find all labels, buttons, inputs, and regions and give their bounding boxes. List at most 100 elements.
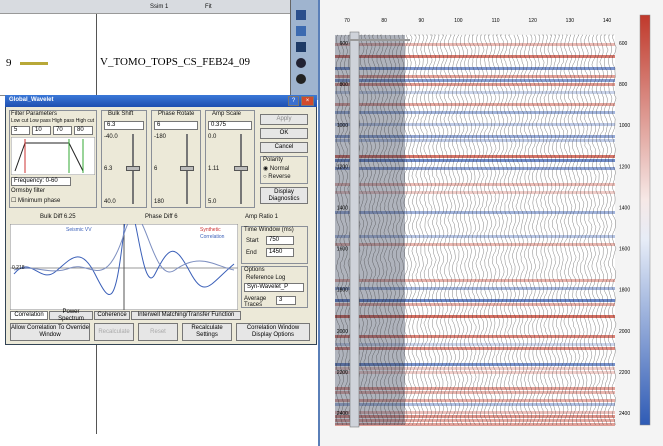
panel-title: Bulk Shift	[108, 111, 133, 117]
dialog-title: Global_Wavelet	[9, 97, 53, 103]
time-label: 2200	[619, 370, 630, 376]
trace-label: 70	[344, 18, 350, 24]
end-field[interactable]: 1450	[266, 248, 294, 257]
start-field[interactable]: 750	[266, 236, 294, 245]
tool-icon[interactable]	[296, 58, 306, 68]
slider-label: -180	[154, 134, 166, 140]
panel-title: Phase Rotate	[158, 111, 194, 117]
apply-button[interactable]: Apply	[260, 114, 308, 125]
field-label: End	[246, 250, 257, 256]
radio-reverse[interactable]: ○ Reverse	[263, 174, 291, 180]
time-label: 2400	[619, 411, 630, 417]
tool-icon[interactable]	[296, 26, 306, 36]
slider-thumb[interactable]	[234, 166, 248, 171]
slider-label: 6	[154, 166, 157, 172]
time-label: 600	[340, 41, 349, 47]
amp-value[interactable]: 0.375	[208, 121, 252, 130]
action-button[interactable]: Allow Correlation To Override Window	[10, 323, 90, 341]
phase-value[interactable]: 6	[154, 121, 198, 130]
field-label: Start	[246, 238, 259, 244]
time-label: 800	[619, 82, 628, 88]
filter-value[interactable]: 10	[32, 126, 51, 135]
radio-label: Normal	[270, 166, 289, 172]
panel-title: Amp Scale	[212, 111, 241, 117]
filter-value[interactable]: 5	[11, 126, 30, 135]
panel-title: Filter Parameters	[11, 111, 57, 117]
colorbar	[640, 15, 650, 425]
amp-ratio: Amp Ratio 1	[245, 214, 278, 220]
dark-zone	[335, 35, 405, 425]
tab[interactable]: Power Spectrum	[49, 311, 93, 320]
panel-title: Time Window (ms)	[244, 227, 294, 233]
min-phase-checkbox[interactable]: ☐ Minimum phase	[11, 197, 60, 204]
slider-thumb[interactable]	[126, 166, 140, 171]
tool-icon[interactable]	[296, 10, 306, 20]
graph-legend: Seismic VV	[66, 227, 92, 233]
time-label: 1000	[337, 123, 348, 129]
toolbar-label: Ssim 1	[150, 4, 168, 10]
slider-label: 5.0	[208, 199, 216, 205]
slider-thumb[interactable]	[180, 166, 194, 171]
trace-label: 100	[454, 18, 463, 24]
log-marker	[20, 62, 48, 65]
ok-button[interactable]: OK	[260, 128, 308, 139]
field-label: Average Traces	[244, 296, 272, 308]
close-button[interactable]: ×	[301, 96, 314, 106]
time-label: 800	[340, 82, 349, 88]
tool-icon[interactable]	[296, 42, 306, 52]
well-track	[350, 32, 359, 427]
cancel-button[interactable]: Cancel	[260, 142, 308, 153]
tab[interactable]: Correlation	[10, 311, 48, 320]
action-button[interactable]: Recalculate Settings	[182, 323, 232, 341]
bulk-value[interactable]: 6.3	[104, 121, 144, 130]
time-label: 1600	[337, 247, 348, 253]
radio-label: Reverse	[268, 174, 290, 180]
bulk-diff: Bulk Diff 6.25	[40, 214, 76, 220]
well-name: V_TOMO_TOPS_CS_FEB24_09	[100, 56, 250, 68]
average-select[interactable]: 3	[276, 296, 296, 305]
trace-label: 120	[529, 18, 538, 24]
toolbar-label: Fit	[205, 4, 212, 10]
action-button[interactable]: Correlation Window Display Options	[236, 323, 310, 341]
slider-label: 6.3	[104, 166, 112, 172]
time-label: 2200	[337, 370, 348, 376]
tab[interactable]: Coherence	[94, 311, 130, 320]
phase-diff: Phase Diff 6	[145, 214, 178, 220]
track-number: 9	[6, 57, 12, 69]
time-label: 2000	[619, 329, 630, 335]
screen: Ssim 1 Fit 9 V_TOMO_TOPS_CS_FEB24_09 Glo…	[0, 0, 663, 446]
filter-shape	[11, 137, 95, 175]
reference-select[interactable]: Syn-Wavelet_P	[244, 283, 304, 292]
checkbox-label: Minimum phase	[18, 198, 60, 204]
trace-label: 130	[566, 18, 575, 24]
time-label: 1400	[337, 205, 348, 211]
filter-value[interactable]: 70	[53, 126, 72, 135]
action-button[interactable]: Reset	[138, 323, 178, 341]
slider-label: 180	[154, 199, 164, 205]
help-button[interactable]: ?	[288, 96, 299, 106]
graph-axis-label: 0.218	[12, 265, 25, 271]
time-label: 1400	[619, 205, 630, 211]
time-label: 2400	[337, 411, 348, 417]
filter-value[interactable]: 80	[74, 126, 93, 135]
tab[interactable]: Interwell Matching/Transfer Function	[131, 311, 241, 320]
slider-label: 40.0	[104, 199, 116, 205]
seismic-section: 7080901001101201301406006008008001000100…	[320, 0, 663, 446]
diagnostics-button[interactable]: Display Diagnostics	[260, 187, 308, 204]
tool-icon[interactable]	[296, 74, 306, 84]
radio-normal[interactable]: ◉ Normal	[263, 165, 289, 172]
time-label: 1600	[619, 247, 630, 253]
time-label: 2000	[337, 329, 348, 335]
slider-label: 1.11	[208, 166, 219, 172]
time-label: 600	[619, 41, 628, 47]
frequency-select[interactable]: Frequency: 0-60	[11, 177, 71, 186]
time-label: 1200	[337, 164, 348, 170]
slider-label: -40.0	[104, 134, 118, 140]
trace-label: 90	[419, 18, 425, 24]
trace-label: 140	[603, 18, 612, 24]
time-label: 1200	[619, 164, 630, 170]
action-button[interactable]: Recalculate	[94, 323, 134, 341]
filter-window: Ormsby filter	[11, 188, 45, 194]
panel-title: Options	[244, 267, 265, 273]
field-label: Reference Log	[246, 275, 285, 281]
